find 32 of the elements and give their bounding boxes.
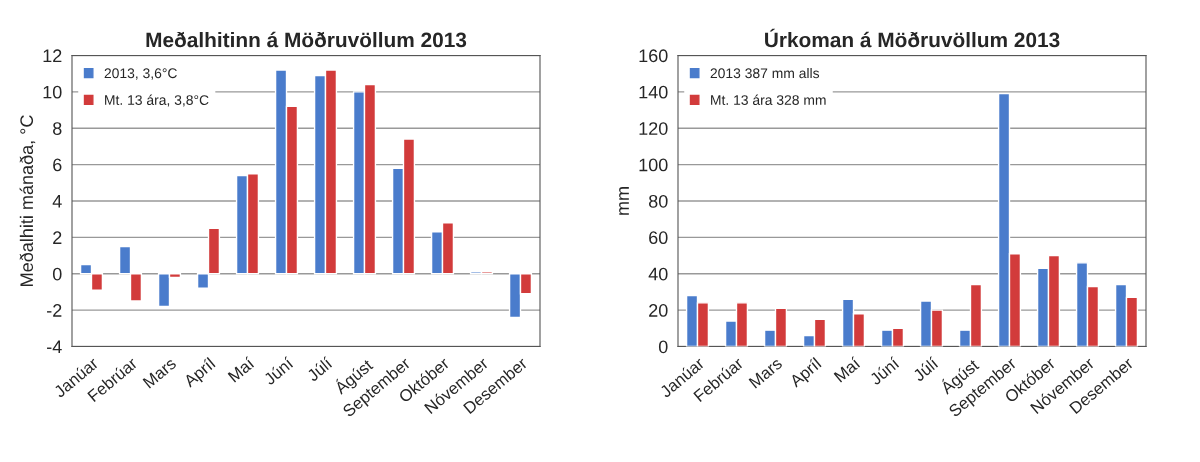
chart-title: Meðalhitinn á Möðruvöllum 2013 bbox=[146, 31, 467, 48]
legend-label: 2013 387 mm alls bbox=[710, 67, 820, 79]
y-tick-label: 160 bbox=[639, 49, 668, 63]
x-tick-label: Maí bbox=[833, 356, 862, 383]
y-tick-label: -4 bbox=[47, 340, 62, 354]
legend-label: 2013, 3,6°C bbox=[104, 68, 177, 80]
y-axis-title: Meðalhiti mánaða, °C bbox=[19, 115, 36, 286]
y-tick-label: 10 bbox=[43, 85, 62, 99]
y-tick-label: 12 bbox=[43, 49, 62, 62]
y-tick-label: 8 bbox=[53, 122, 62, 135]
y-tick-label: 0 bbox=[52, 267, 62, 281]
legend-label: Mt. 13 ára 328 mm bbox=[711, 94, 826, 105]
x-tick-label: Mars bbox=[748, 357, 783, 389]
x-tick-label: Júlí bbox=[911, 356, 940, 383]
y-tick-label: 140 bbox=[639, 85, 668, 99]
y-tick-label: 0 bbox=[658, 340, 668, 354]
y-tick-label: 2 bbox=[53, 231, 62, 244]
y-tick-label: -2 bbox=[47, 304, 62, 317]
y-tick-label: 40 bbox=[648, 267, 668, 281]
y-tick-label: 4 bbox=[52, 195, 62, 208]
legend-label: Mt. 13 ára, 3,8°C bbox=[105, 94, 209, 107]
chart-title: Úrkoman á Möðruvöllum 2013 bbox=[765, 28, 1060, 48]
y-tick-label: 100 bbox=[639, 158, 668, 172]
x-tick-label: Maí bbox=[227, 356, 256, 383]
y-tick-label: 60 bbox=[649, 231, 668, 245]
y-axis-title: mm bbox=[619, 187, 629, 215]
y-tick-label: 6 bbox=[53, 158, 62, 172]
y-tick-label: 120 bbox=[639, 122, 668, 135]
x-tick-label: Mars bbox=[142, 357, 177, 389]
x-tick-label: Júlí bbox=[305, 356, 334, 383]
y-tick-label: 80 bbox=[648, 194, 668, 208]
y-tick-label: 20 bbox=[649, 304, 668, 317]
